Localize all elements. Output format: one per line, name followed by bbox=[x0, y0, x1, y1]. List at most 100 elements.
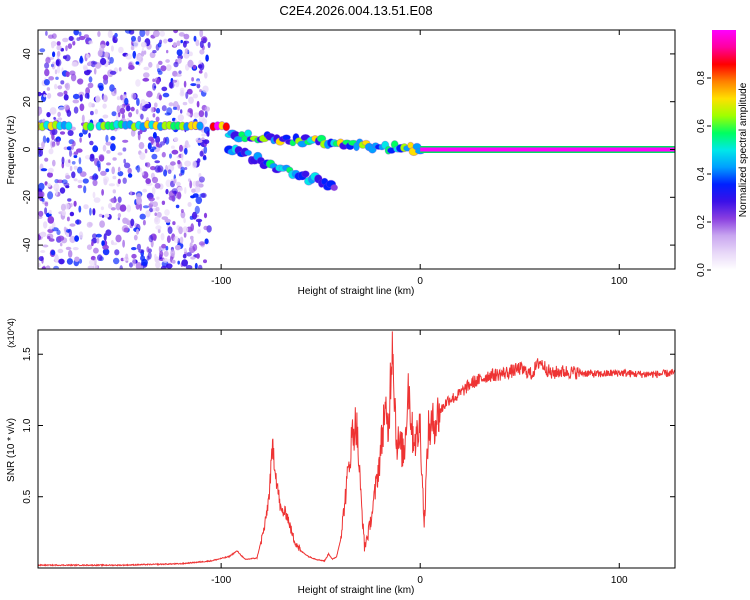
noise-blob bbox=[173, 137, 179, 142]
noise-blob bbox=[89, 140, 94, 146]
noise-blob bbox=[42, 135, 47, 144]
noise-blob bbox=[48, 76, 55, 81]
noise-blob bbox=[125, 253, 129, 260]
noise-blob bbox=[196, 139, 203, 143]
noise-blob bbox=[108, 183, 115, 187]
noise-blob bbox=[193, 35, 197, 42]
noise-blob bbox=[191, 188, 196, 193]
colorbar-label: Normalized spectral amplitude bbox=[738, 82, 749, 217]
noise-blob bbox=[151, 153, 158, 160]
noise-blob bbox=[100, 206, 104, 211]
noise-blob bbox=[113, 257, 120, 265]
noise-blob bbox=[78, 231, 84, 239]
noise-blob bbox=[89, 207, 92, 216]
noise-blob bbox=[148, 61, 153, 68]
noise-blob bbox=[139, 103, 143, 111]
noise-blob bbox=[93, 197, 101, 203]
noise-blob bbox=[158, 94, 162, 101]
noise-blob bbox=[139, 152, 146, 160]
noise-blob bbox=[100, 170, 107, 176]
noise-blob bbox=[173, 42, 177, 47]
noise-blob bbox=[38, 142, 41, 147]
noise-blob bbox=[175, 244, 181, 251]
noise-blob bbox=[105, 229, 112, 236]
spectrogram-y-tick-label: 20 bbox=[22, 96, 33, 108]
noise-blob bbox=[173, 235, 179, 243]
noise-blob bbox=[57, 50, 61, 57]
noise-blob bbox=[207, 41, 211, 49]
noise-blob bbox=[77, 184, 83, 189]
noise-blob bbox=[73, 200, 77, 207]
noise-blob bbox=[58, 258, 65, 265]
noise-blob bbox=[58, 106, 65, 112]
noise-blob bbox=[186, 112, 190, 116]
noise-blob bbox=[119, 204, 127, 212]
noise-blob bbox=[53, 138, 59, 142]
noise-blob bbox=[124, 30, 132, 34]
noise-blob bbox=[173, 30, 178, 34]
noise-blob bbox=[76, 219, 80, 225]
noise-blob bbox=[40, 250, 46, 253]
track-upper-branch-blob bbox=[244, 129, 253, 138]
noise-blob bbox=[180, 209, 184, 213]
noise-blob bbox=[63, 182, 70, 187]
noise-blob bbox=[163, 137, 167, 144]
noise-blob bbox=[146, 255, 150, 261]
noise-blob bbox=[51, 61, 56, 70]
noise-blob bbox=[166, 49, 169, 54]
noise-blob bbox=[195, 39, 200, 47]
noise-blob bbox=[195, 80, 201, 85]
spectrogram-x-tick-label: -100 bbox=[211, 276, 231, 287]
noise-blob bbox=[178, 173, 183, 177]
noise-blob bbox=[203, 225, 208, 231]
noise-blob bbox=[111, 166, 115, 175]
snr-plot-area bbox=[38, 330, 675, 568]
noise-blob bbox=[136, 98, 140, 106]
noise-blob bbox=[130, 92, 137, 100]
noise-blob bbox=[129, 190, 133, 196]
snr-multiplier: (x10^4) bbox=[6, 318, 16, 348]
noise-blob bbox=[102, 74, 109, 81]
noise-blob bbox=[60, 80, 65, 85]
noise-blob bbox=[154, 253, 157, 260]
noise-blob bbox=[56, 41, 61, 46]
noise-blob bbox=[154, 212, 157, 216]
noise-blob bbox=[88, 102, 93, 108]
noise-blob bbox=[151, 186, 156, 195]
noise-blob bbox=[63, 90, 68, 96]
noise-blob bbox=[126, 105, 131, 112]
noise-blob bbox=[179, 87, 185, 94]
noise-blob bbox=[83, 204, 89, 210]
spectrogram-xlabel: Height of straight line (km) bbox=[298, 286, 415, 297]
noise-blob bbox=[110, 143, 116, 152]
noise-blob bbox=[160, 233, 165, 241]
noise-blob bbox=[70, 203, 73, 208]
noise-blob bbox=[141, 171, 145, 176]
noise-blob bbox=[96, 237, 100, 244]
noise-blob bbox=[131, 247, 137, 251]
noise-blob bbox=[190, 235, 194, 240]
noise-blob bbox=[172, 106, 178, 110]
noise-blob bbox=[199, 40, 204, 49]
noise-blob bbox=[53, 265, 60, 269]
noise-blob bbox=[119, 107, 126, 114]
noise-blob bbox=[111, 111, 117, 117]
noise-blob bbox=[139, 203, 142, 211]
noise-blob bbox=[91, 175, 95, 181]
noise-blob bbox=[142, 77, 150, 82]
noise-blob bbox=[129, 262, 133, 268]
noise-blob bbox=[187, 144, 191, 148]
noise-blob bbox=[205, 54, 209, 62]
noise-blob bbox=[136, 243, 141, 251]
noise-blob bbox=[60, 203, 66, 212]
noise-blob bbox=[140, 41, 147, 48]
noise-blob bbox=[186, 252, 192, 257]
noise-blob bbox=[95, 233, 102, 238]
noise-blob bbox=[152, 201, 159, 208]
noise-blob bbox=[145, 210, 151, 218]
noise-blob bbox=[201, 133, 206, 137]
noise-blob bbox=[143, 66, 150, 71]
noise-blob bbox=[67, 130, 74, 136]
noise-blob bbox=[182, 101, 188, 106]
noise-blob bbox=[86, 53, 90, 59]
